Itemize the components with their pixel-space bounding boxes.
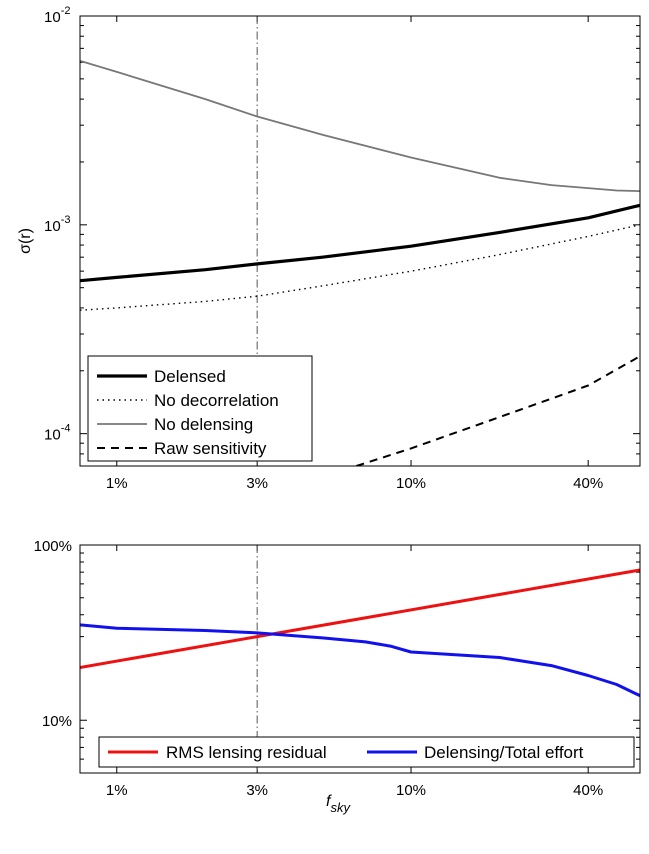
legend: RMS lensing residual Delensing/Total effo… [98, 736, 635, 768]
x-tick-label: 40% [573, 475, 603, 492]
y-tick-label: 10-2 [44, 5, 70, 26]
legend-label: No decorrelation [154, 391, 279, 410]
x-axis-label-main: f [326, 793, 332, 810]
y-tick-label: 10-3 [44, 214, 70, 235]
series-group [80, 59, 640, 466]
legend-label: Delensing/Total effort [424, 743, 584, 762]
x-tick-label: 40% [573, 782, 603, 799]
y-tick-base: 10 [44, 218, 61, 235]
y-tick-base: 10 [44, 427, 61, 444]
series-line-rms-lensing-residual [80, 568, 640, 669]
y-tick-label: 10-4 [44, 423, 70, 444]
series-line-no-decorrelation [80, 224, 640, 311]
y-tick-exponent: -3 [61, 214, 71, 226]
series-line-delensing-total-effort [80, 623, 640, 698]
x-tick-label: 3% [246, 475, 268, 492]
bottom-panel-residual-effort: 1% 3% 10% 40% 10% 100% RMS lensing residual Del… [34, 538, 641, 815]
series-line-raw-sensitivity [356, 355, 640, 466]
plot-frame [79, 15, 641, 467]
y-tick-base: 10 [44, 9, 61, 26]
y-axis-label: σ(r) [17, 228, 34, 254]
legend-label: Delensed [154, 367, 226, 386]
series-line-delensed [80, 203, 640, 283]
x-tick-label: 3% [246, 782, 268, 799]
x-tick-label: 10% [396, 782, 426, 799]
legend-box [98, 736, 635, 768]
x-axis-label: fsky [326, 793, 351, 815]
y-tick-exponent: -4 [61, 423, 71, 435]
x-tick-label: 1% [106, 475, 128, 492]
y-tick-label: 10% [42, 713, 72, 730]
x-tick-label: 1% [106, 782, 128, 799]
legend-label: No delensing [154, 415, 253, 434]
x-tick-label: 10% [396, 475, 426, 492]
y-tick-exponent: -2 [61, 5, 71, 17]
y-tick-label: 100% [34, 538, 72, 555]
series-line-no-delensing [80, 59, 640, 192]
legend-label: Raw sensitivity [154, 439, 267, 458]
series-group [80, 568, 640, 698]
plot-frame [79, 544, 641, 774]
legend-box [87, 355, 313, 462]
legend: Delensed No decorrelation No delensing Raw … [87, 355, 313, 462]
legend-label: RMS lensing residual [166, 743, 327, 762]
x-axis-label-subscript: sky [330, 800, 351, 815]
